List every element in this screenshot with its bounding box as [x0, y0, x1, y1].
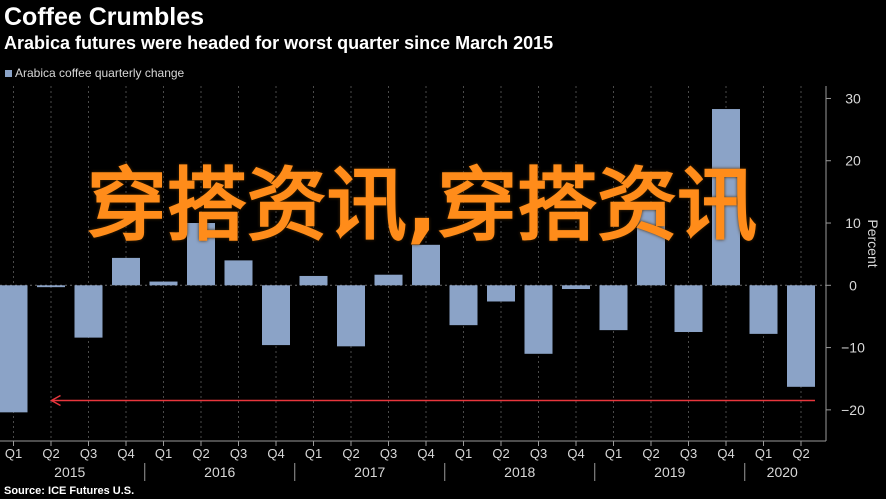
x-tick-label: Q4 [267, 446, 284, 461]
legend-label: Arabica coffee quarterly change [15, 66, 185, 80]
x-tick-label: Q3 [680, 446, 697, 461]
y-tick-label: 20 [845, 153, 861, 169]
x-tick-label: Q2 [642, 446, 659, 461]
y-tick-label: −10 [841, 340, 865, 356]
bar [37, 285, 65, 288]
y-tick-label: 30 [845, 90, 861, 106]
y-tick-label: 0 [849, 277, 857, 293]
x-tick-label: Q1 [605, 446, 622, 461]
bars [0, 109, 815, 413]
y-axis-title: Percent [865, 219, 881, 267]
bar [337, 285, 365, 347]
bar [374, 274, 403, 286]
bar [599, 285, 628, 331]
x-tick-label: Q1 [755, 446, 772, 461]
x-tick-label: Q1 [5, 446, 22, 461]
source-note: Source: ICE Futures U.S. [4, 485, 135, 497]
year-label: 2016 [204, 464, 235, 480]
x-tick-label: Q1 [155, 446, 172, 461]
bar [0, 285, 28, 413]
year-label: 2020 [767, 464, 798, 480]
bar [224, 260, 253, 286]
y-tick-label: −20 [841, 402, 865, 418]
chart-title: Coffee Crumbles [4, 3, 205, 31]
x-tick-label: Q2 [792, 446, 809, 461]
bar [74, 285, 103, 338]
x-tick-label: Q3 [80, 446, 97, 461]
x-tick-label: Q4 [567, 446, 584, 461]
legend: Arabica coffee quarterly change [5, 66, 184, 80]
bar [749, 285, 778, 334]
year-label: 2019 [654, 464, 685, 480]
x-tick-label: Q2 [42, 446, 59, 461]
bar [524, 285, 553, 354]
bar [112, 257, 140, 286]
x-tick-label: Q3 [230, 446, 247, 461]
x-tick-label: Q1 [455, 446, 472, 461]
x-tick-label: Q3 [530, 446, 547, 461]
bar [187, 223, 215, 286]
x-tick-label: Q1 [305, 446, 322, 461]
year-label: 2018 [504, 464, 535, 480]
x-tick-label: Q3 [380, 446, 397, 461]
y-tick-label: 10 [845, 215, 861, 231]
bar [149, 281, 178, 286]
bar [449, 285, 478, 326]
year-label: 2015 [54, 464, 85, 480]
bar [487, 285, 515, 302]
bar [299, 275, 328, 286]
annotations [49, 394, 815, 407]
bar [637, 207, 665, 286]
bar [674, 285, 703, 333]
legend-swatch [5, 69, 12, 77]
x-tick-label: Q4 [117, 446, 134, 461]
chart-subtitle: Arabica futures were headed for worst qu… [4, 33, 554, 53]
bar [712, 109, 740, 286]
annotation-arrow-head [49, 394, 61, 407]
bar [412, 244, 440, 286]
x-tick-label: Q4 [717, 446, 734, 461]
x-tick-label: Q4 [417, 446, 434, 461]
bar [562, 285, 590, 290]
x-tick-label: Q2 [192, 446, 209, 461]
x-tick-label: Q2 [342, 446, 359, 461]
x-tick-label: Q2 [492, 446, 509, 461]
axes: 30 20 10 0 −10 −20 Percent Q1 Q2 Q3 Q4 Q1 Q2 Q3 Q4 Q1 Q2… [0, 86, 881, 481]
bar [787, 285, 815, 387]
bar [262, 285, 290, 346]
year-label: 2017 [354, 464, 385, 480]
